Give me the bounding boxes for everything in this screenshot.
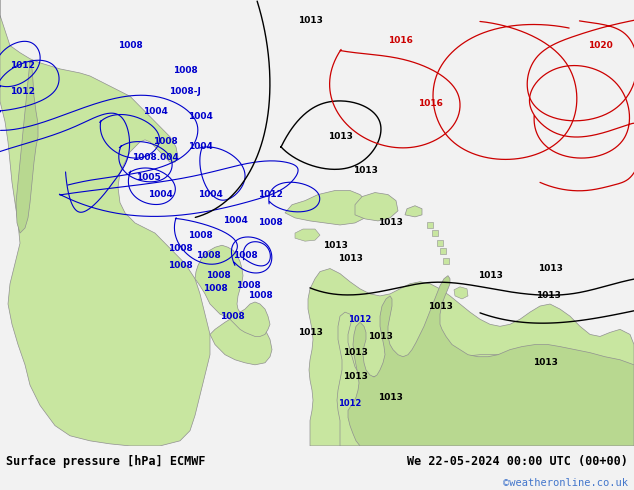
Polygon shape xyxy=(295,229,320,241)
Text: 1008: 1008 xyxy=(205,271,230,280)
Text: We 22-05-2024 00:00 UTC (00+00): We 22-05-2024 00:00 UTC (00+00) xyxy=(407,455,628,468)
Text: 1012: 1012 xyxy=(10,87,34,96)
Text: 1008: 1008 xyxy=(153,137,178,147)
Polygon shape xyxy=(432,230,438,236)
Text: 1004: 1004 xyxy=(188,112,212,121)
Text: 1013: 1013 xyxy=(378,219,403,227)
Text: 1008: 1008 xyxy=(172,67,197,75)
Polygon shape xyxy=(0,0,210,446)
Polygon shape xyxy=(355,193,398,221)
Polygon shape xyxy=(195,245,270,337)
Text: 1013: 1013 xyxy=(342,372,368,382)
Text: 1008: 1008 xyxy=(188,231,212,240)
Text: 1013: 1013 xyxy=(477,271,502,280)
Text: 1008.004: 1008.004 xyxy=(132,152,178,162)
Polygon shape xyxy=(337,312,634,446)
Text: 1008: 1008 xyxy=(167,244,192,253)
Text: 1008: 1008 xyxy=(257,219,282,227)
Polygon shape xyxy=(405,206,422,217)
Text: 1008: 1008 xyxy=(236,281,261,290)
Text: 1016: 1016 xyxy=(418,99,443,108)
Text: 1004: 1004 xyxy=(198,190,223,199)
Text: 1013: 1013 xyxy=(342,348,368,357)
Text: 1013: 1013 xyxy=(297,16,323,25)
Polygon shape xyxy=(440,248,446,254)
Text: 1013: 1013 xyxy=(533,358,557,368)
Text: 1008-J: 1008-J xyxy=(169,87,201,96)
Polygon shape xyxy=(308,269,634,446)
Text: 1016: 1016 xyxy=(387,36,413,45)
Text: 1013: 1013 xyxy=(337,254,363,263)
Text: 1008: 1008 xyxy=(219,312,244,320)
Text: 1008: 1008 xyxy=(233,251,257,260)
Text: 1008: 1008 xyxy=(196,251,221,260)
Text: 1013: 1013 xyxy=(378,393,403,402)
Text: 1013: 1013 xyxy=(368,332,392,341)
Text: 1012: 1012 xyxy=(339,399,361,408)
Text: 1020: 1020 xyxy=(588,41,612,50)
Polygon shape xyxy=(427,222,433,228)
Text: 1013: 1013 xyxy=(353,166,377,175)
Text: 1008: 1008 xyxy=(167,261,192,270)
Text: 1004: 1004 xyxy=(143,107,167,116)
Text: 1012: 1012 xyxy=(348,315,372,324)
Text: 1005: 1005 xyxy=(136,173,160,182)
Text: ©weatheronline.co.uk: ©weatheronline.co.uk xyxy=(503,478,628,489)
Polygon shape xyxy=(443,258,449,265)
Text: 1012: 1012 xyxy=(257,190,282,199)
Text: 1004: 1004 xyxy=(223,217,247,225)
Polygon shape xyxy=(437,240,443,246)
Text: 1008: 1008 xyxy=(118,41,143,50)
Text: 1013: 1013 xyxy=(297,328,323,337)
Text: 1004: 1004 xyxy=(148,190,172,199)
Text: 1013: 1013 xyxy=(536,292,560,300)
Text: 1008: 1008 xyxy=(248,292,273,300)
Text: 1004: 1004 xyxy=(188,143,212,151)
Text: Surface pressure [hPa] ECMWF: Surface pressure [hPa] ECMWF xyxy=(6,455,206,468)
Text: 1013: 1013 xyxy=(427,301,453,311)
Polygon shape xyxy=(16,61,38,233)
Text: 1012: 1012 xyxy=(10,61,34,71)
Polygon shape xyxy=(285,191,370,225)
Text: 1013: 1013 xyxy=(328,132,353,141)
Polygon shape xyxy=(348,276,634,446)
Text: 1013: 1013 xyxy=(323,241,347,250)
Polygon shape xyxy=(454,287,468,299)
Text: 1013: 1013 xyxy=(538,264,562,273)
Polygon shape xyxy=(210,314,272,365)
Text: 1008: 1008 xyxy=(203,284,228,294)
